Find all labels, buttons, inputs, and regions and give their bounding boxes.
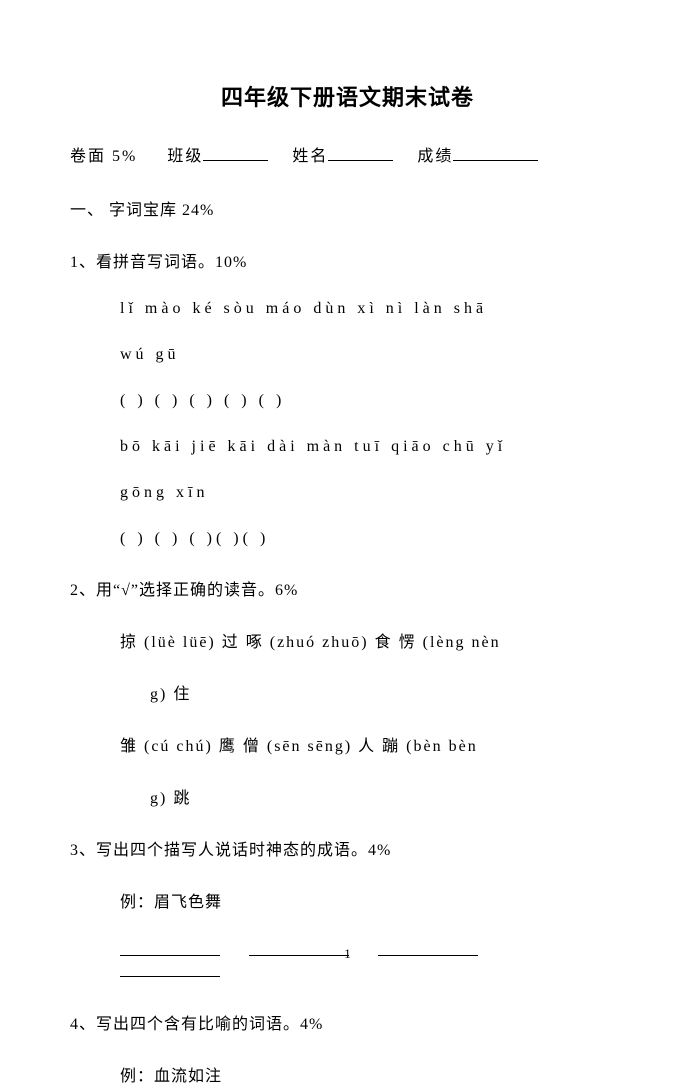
q2-line1: 掠 (lüè lüē) 过 啄 (zhuó zhuō) 食 愣 (lèng nè…	[70, 628, 625, 652]
name-blank	[328, 143, 393, 161]
q1-row1-pinyin: lǐ mào ké sòu máo dùn xì nì làn shā	[70, 300, 625, 318]
q1-row1-pinyin-b: wú gū	[70, 346, 625, 364]
score-blank	[453, 143, 538, 161]
section-1-head: 一、 字词宝库 24%	[70, 196, 625, 220]
q1-prompt: 1、看拼音写词语。10%	[70, 248, 625, 272]
score-label: 成绩	[417, 148, 453, 165]
q4-example: 例：血流如注	[70, 1062, 625, 1086]
q1-row2-paren: ( ) ( ) ( )( )( )	[70, 530, 625, 548]
page-number: 1	[0, 946, 695, 962]
q2-line1b: g) 住	[70, 680, 625, 704]
name-label: 姓名	[292, 148, 328, 165]
surface-score: 卷面 5%	[70, 148, 137, 165]
q2-prompt: 2、用“√”选择正确的读音。6%	[70, 576, 625, 600]
blank-segment	[120, 961, 220, 977]
page-title: 四年级下册语文期末试卷	[70, 80, 625, 112]
exam-meta-line: 卷面 5% 班级 姓名 成绩	[70, 142, 625, 166]
q4-prompt: 4、写出四个含有比喻的词语。4%	[70, 1010, 625, 1034]
q1-row2-pinyin: bō kāi jiē kāi dài màn tuī qiāo chū yǐ	[70, 438, 625, 456]
q1-row2-pinyin-b: gōng xīn	[70, 484, 625, 502]
q2-line2b: g) 跳	[70, 784, 625, 808]
q3-example: 例：眉飞色舞	[70, 888, 625, 912]
q2-line2: 雏 (cú chú) 鹰 僧 (sēn sēng) 人 蹦 (bèn bèn	[70, 732, 625, 756]
q1-row1-paren: ( ) ( ) ( ) ( ) ( )	[70, 392, 625, 410]
class-label: 班级	[167, 148, 203, 165]
q3-prompt: 3、写出四个描写人说话时神态的成语。4%	[70, 836, 625, 860]
class-blank	[203, 143, 268, 161]
